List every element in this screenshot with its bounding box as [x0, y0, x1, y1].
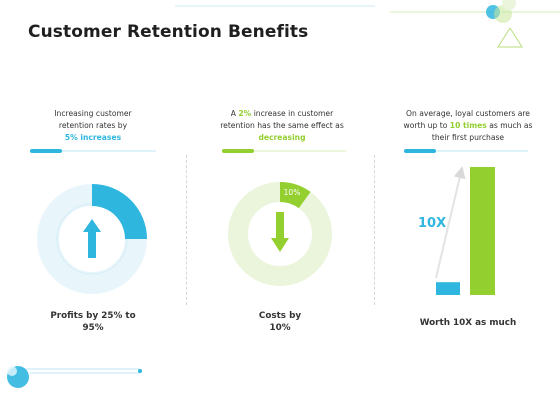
col2-caption: A 2% increase in customer retention has … — [212, 108, 352, 144]
page-title: Customer Retention Benefits — [28, 22, 309, 42]
col2-label: Costs by 10% — [258, 311, 302, 333]
arrow-up-icon — [83, 219, 101, 258]
col1-highlight: 5% increases — [64, 133, 122, 142]
growth-arrow — [435, 166, 466, 279]
column-divider — [186, 155, 187, 305]
col2-rule — [222, 149, 346, 153]
arrow-down-icon — [271, 212, 289, 252]
col3-bar-chart — [435, 166, 495, 295]
col2-donut-label: 10% — [284, 188, 301, 197]
decor-triangle — [497, 27, 523, 48]
multiplier-label: 10X — [418, 216, 447, 231]
col3-label: Worth 10X as much — [419, 318, 517, 328]
col2-highlight: decreasing — [258, 133, 306, 142]
top-decoration — [175, 0, 560, 48]
bar-large — [470, 167, 495, 295]
col2-donut: 10% — [228, 182, 332, 286]
col1-caption: Increasing customer retention rates by 5… — [30, 108, 156, 144]
col2-donut-segment — [280, 182, 311, 209]
col1-rule — [30, 149, 156, 153]
col1-label: Profits by 25% to 95% — [50, 311, 136, 333]
col1-donut — [37, 184, 147, 294]
column-divider — [374, 155, 375, 305]
bar-small — [436, 282, 460, 295]
col1-donut-segment — [92, 184, 147, 239]
col3-rule — [404, 149, 528, 153]
col3-caption: On average, loyal customers are worth up… — [403, 109, 533, 142]
bottom-decoration — [7, 366, 142, 388]
